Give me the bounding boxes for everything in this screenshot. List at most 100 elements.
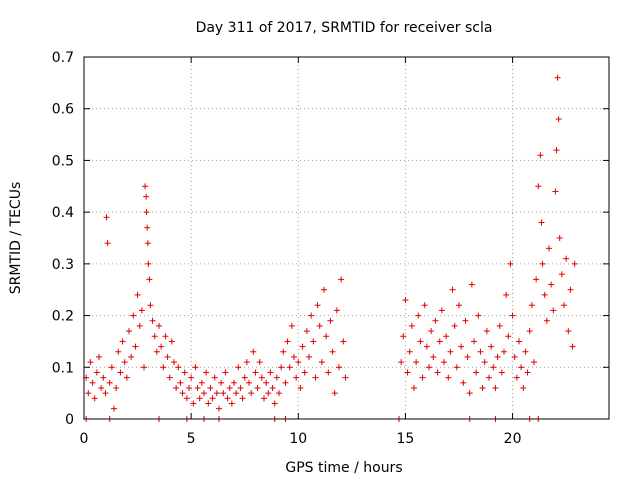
- data-point: [271, 400, 278, 407]
- data-point: [483, 328, 490, 335]
- data-point: [146, 276, 153, 283]
- data-point: [276, 390, 282, 397]
- data-point: [464, 353, 471, 360]
- data-point: [471, 338, 477, 345]
- data-point: [488, 343, 495, 350]
- data-point: [419, 374, 426, 381]
- data-point: [216, 405, 222, 412]
- data-point: [132, 343, 139, 350]
- data-point: [104, 240, 111, 247]
- data-point: [333, 307, 340, 314]
- data-point: [261, 395, 267, 402]
- data-point: [428, 328, 435, 335]
- data-point: [400, 333, 407, 340]
- data-point: [145, 260, 152, 267]
- data-point: [273, 374, 280, 381]
- data-point: [528, 302, 535, 309]
- data-point: [194, 384, 201, 391]
- data-point: [96, 353, 102, 360]
- data-point: [203, 369, 210, 376]
- data-point: [556, 235, 563, 241]
- data-point: [128, 353, 135, 360]
- data-point: [531, 359, 537, 366]
- data-point: [192, 364, 199, 371]
- data-point: [147, 302, 154, 309]
- data-point: [306, 353, 312, 360]
- data-point: [142, 183, 149, 190]
- data-point: [327, 317, 334, 324]
- data-point: [218, 379, 225, 386]
- data-point: [524, 369, 531, 376]
- data-point: [160, 364, 167, 371]
- data-point: [108, 364, 115, 371]
- data-point: [475, 312, 482, 319]
- data-point: [543, 317, 550, 324]
- data-point: [252, 369, 259, 376]
- data-point: [248, 390, 255, 397]
- data-point: [501, 348, 507, 355]
- data-point: [256, 359, 263, 366]
- data-point: [93, 369, 100, 376]
- data-point: [569, 343, 576, 350]
- data-point: [207, 384, 214, 391]
- data-point: [144, 240, 151, 247]
- data-point: [183, 395, 190, 402]
- data-point: [106, 379, 113, 386]
- data-point: [177, 379, 184, 386]
- data-point: [117, 369, 124, 376]
- gridlines: [84, 57, 609, 419]
- data-point: [503, 291, 510, 298]
- data-point: [278, 364, 285, 371]
- data-point: [490, 364, 497, 371]
- data-point: [438, 307, 445, 314]
- data-point: [265, 390, 272, 397]
- data-point: [325, 369, 332, 376]
- data-point: [102, 390, 109, 397]
- data-point: [415, 312, 422, 319]
- data-point: [100, 374, 107, 381]
- data-point: [243, 359, 250, 366]
- data-point: [299, 343, 306, 350]
- y-tick-label: 0.2: [52, 309, 74, 325]
- data-point: [535, 183, 542, 190]
- data-point: [123, 374, 130, 381]
- data-point: [190, 400, 197, 407]
- data-point: [211, 374, 218, 381]
- data-point: [537, 152, 544, 159]
- data-point: [423, 343, 430, 350]
- data-point: [196, 395, 203, 402]
- data-point: [284, 338, 291, 345]
- data-point: [282, 379, 289, 386]
- y-tick-label: 0.3: [52, 257, 74, 273]
- data-point: [179, 390, 186, 397]
- data-point: [308, 312, 315, 319]
- data-point: [121, 359, 128, 366]
- data-point: [295, 359, 302, 366]
- data-point: [496, 322, 503, 329]
- plot-frame: [83, 56, 610, 420]
- data-point: [171, 359, 177, 366]
- data-point: [250, 348, 257, 355]
- data-point: [136, 322, 143, 329]
- data-point: [293, 374, 300, 381]
- data-point: [312, 374, 319, 381]
- data-point: [406, 348, 413, 355]
- data-point: [522, 348, 529, 355]
- data-point: [220, 390, 227, 397]
- data-point: [153, 348, 160, 355]
- data-point: [492, 384, 499, 391]
- data-point: [91, 395, 98, 402]
- data-point: [166, 374, 173, 381]
- data-point: [553, 147, 560, 154]
- data-point: [432, 317, 439, 324]
- data-point: [563, 255, 570, 262]
- data-point: [434, 369, 441, 376]
- data-point: [222, 369, 229, 376]
- data-point: [188, 374, 195, 381]
- data-point: [113, 384, 120, 391]
- y-tick-label: 0.6: [52, 102, 74, 118]
- data-point: [571, 260, 578, 267]
- data-point: [460, 379, 467, 386]
- data-point: [233, 390, 240, 397]
- data-point: [411, 384, 417, 391]
